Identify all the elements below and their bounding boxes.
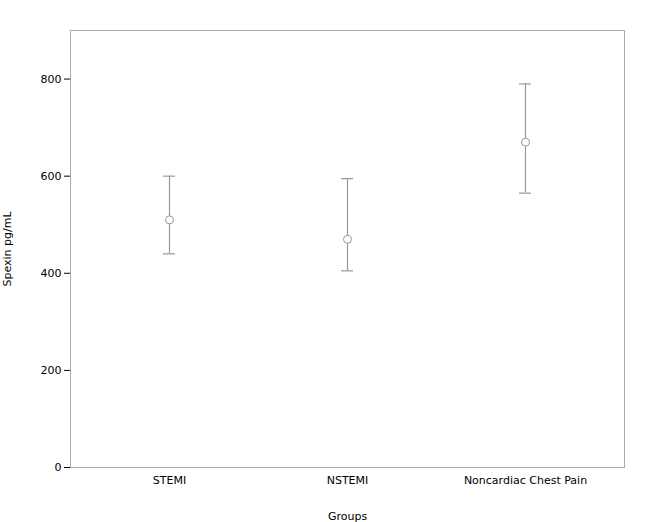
svg-text:Noncardiac Chest Pain: Noncardiac Chest Pain — [464, 474, 587, 487]
svg-text:800: 800 — [41, 73, 62, 86]
svg-text:0: 0 — [55, 461, 62, 474]
svg-text:600: 600 — [41, 170, 62, 183]
svg-text:400: 400 — [41, 267, 62, 280]
svg-text:200: 200 — [41, 364, 62, 377]
svg-text:STEMI: STEMI — [153, 474, 186, 487]
svg-text:Groups: Groups — [328, 510, 367, 522]
svg-text:Spexin pg/mL: Spexin pg/mL — [1, 211, 14, 287]
svg-text:NSTEMI: NSTEMI — [327, 474, 369, 487]
